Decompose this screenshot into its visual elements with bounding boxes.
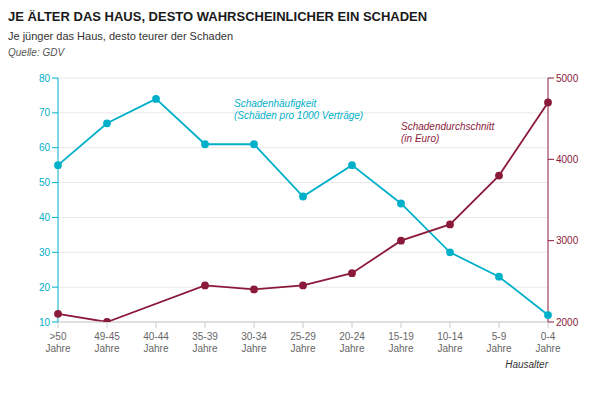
svg-text:3000: 3000 — [556, 235, 579, 246]
svg-text:35-39Jahre: 35-39Jahre — [192, 331, 218, 354]
svg-text:49-45Jahre: 49-45Jahre — [94, 331, 120, 354]
svg-text:25-29Jahre: 25-29Jahre — [290, 331, 316, 354]
svg-text:30: 30 — [39, 247, 51, 258]
svg-text:0-4Jahre: 0-4Jahre — [535, 331, 560, 354]
svg-text:10-14Jahre: 10-14Jahre — [437, 331, 463, 354]
html-text:Je jünger das Haus, desto teur: Je jünger das Haus, desto teurer der Sch… — [8, 30, 233, 42]
svg-text:>50Jahre: >50Jahre — [45, 331, 70, 354]
html-text:JE ÄLTER DAS HAUS, DESTO WAHRS: JE ÄLTER DAS HAUS, DESTO WAHRSCHEINLICHE… — [8, 9, 428, 24]
svg-text:20-24Jahre: 20-24Jahre — [339, 331, 365, 354]
html-text:Schadendurchschnitt (in Euro): Schadendurchschnitt (in Euro) — [401, 121, 495, 144]
svg-text:10: 10 — [39, 317, 51, 328]
svg-text:4000: 4000 — [556, 154, 579, 165]
svg-text:20: 20 — [39, 282, 51, 293]
svg-text:60: 60 — [39, 142, 51, 153]
svg-text:15-19Jahre: 15-19Jahre — [388, 331, 414, 354]
svg-text:40-44Jahre: 40-44Jahre — [143, 331, 169, 354]
svg-text:70: 70 — [39, 107, 51, 118]
html-text:Hausalter: Hausalter — [505, 359, 548, 370]
svg-text:5000: 5000 — [556, 73, 579, 84]
html-text:Schadenhäufigkeit (Schäden pro: Schadenhäufigkeit (Schäden pro 1000 Vert… — [234, 98, 364, 121]
svg-text:50: 50 — [39, 177, 51, 188]
svg-text:40: 40 — [39, 212, 51, 223]
html-text:Quelle: GDV: Quelle: GDV — [8, 47, 65, 58]
svg-text:2000: 2000 — [556, 317, 579, 328]
svg-text:5-9Jahre: 5-9Jahre — [486, 331, 511, 354]
svg-text:30-34Jahre: 30-34Jahre — [241, 331, 267, 354]
svg-text:80: 80 — [39, 73, 51, 84]
